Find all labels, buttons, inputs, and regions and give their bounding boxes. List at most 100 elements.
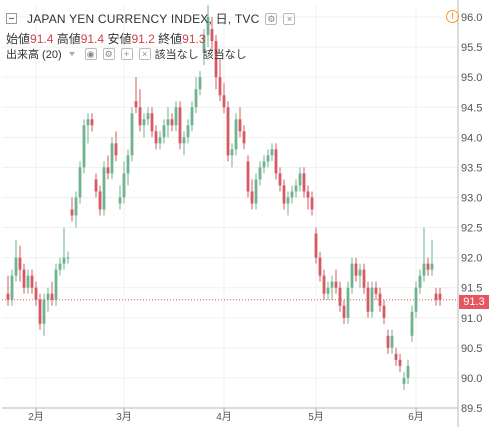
candle-body	[78, 167, 82, 198]
candle	[434, 287, 438, 306]
y-tick-label: 92.0	[461, 253, 482, 265]
candle	[22, 263, 26, 294]
candle	[222, 83, 226, 114]
y-tick-label: 93.0	[461, 192, 482, 204]
candle	[430, 239, 434, 276]
candle	[266, 149, 270, 168]
candle-body	[126, 155, 130, 174]
candle-body	[362, 269, 366, 288]
collapse-icon[interactable]	[6, 13, 17, 24]
high-label: 高値	[56, 32, 81, 46]
low-value: 91.2	[131, 32, 155, 46]
candle-body	[222, 95, 226, 108]
close-icon[interactable]: ×	[283, 12, 296, 25]
gear-icon[interactable]: ⚙	[102, 48, 115, 60]
candle-body	[66, 257, 70, 259]
candle-body	[154, 131, 158, 144]
candle-body	[186, 125, 190, 138]
candle	[410, 305, 414, 342]
candle	[38, 293, 42, 330]
candle-body	[26, 275, 30, 288]
chevron-down-icon[interactable]	[68, 52, 75, 56]
candle	[26, 269, 30, 294]
candle-body	[318, 257, 322, 276]
ohlc-values: 始値91.4 高値91.4 安値91.2 終値91.3	[6, 30, 206, 47]
candle-body	[210, 29, 214, 42]
candle-body	[282, 185, 286, 204]
candle	[106, 155, 110, 180]
candle	[30, 269, 34, 294]
open-label: 始値	[6, 32, 31, 46]
candle-body	[290, 191, 294, 198]
candle	[322, 269, 326, 300]
eye-icon[interactable]: ◉	[84, 48, 97, 60]
candle-body	[82, 125, 86, 168]
candle	[78, 161, 82, 204]
candle	[342, 299, 346, 324]
candle-body	[278, 173, 282, 186]
candle-body	[206, 17, 210, 36]
candle-body	[274, 149, 278, 174]
candle	[346, 281, 350, 324]
candle	[54, 263, 58, 306]
candle-body	[326, 287, 330, 294]
low-label: 安値	[107, 32, 132, 46]
candle	[338, 281, 342, 312]
candle	[14, 239, 18, 282]
candle	[330, 275, 334, 300]
volume-value-2: 該当なし	[202, 49, 247, 61]
close-label: 終値	[158, 32, 183, 46]
candle	[406, 359, 410, 384]
close-icon[interactable]: ×	[138, 48, 151, 60]
candle	[282, 179, 286, 210]
candle	[226, 101, 230, 162]
candle-body	[86, 119, 90, 126]
candle-body	[22, 269, 26, 288]
candle-body	[338, 287, 342, 306]
candle	[206, 5, 210, 48]
candle	[174, 101, 178, 132]
open-value: 91.4	[30, 32, 54, 46]
candle	[170, 113, 174, 132]
candle-body	[246, 161, 250, 192]
candle	[158, 131, 162, 150]
candle-body	[174, 107, 178, 126]
candle-body	[122, 173, 126, 198]
plus-icon[interactable]: +	[120, 48, 133, 60]
candle	[386, 329, 390, 354]
candle	[382, 299, 386, 324]
candle-body	[354, 263, 358, 276]
candle-body	[142, 119, 146, 126]
candle-body	[170, 119, 174, 126]
candle-body	[346, 287, 350, 318]
candle	[86, 113, 90, 144]
candle	[418, 269, 422, 294]
y-tick-label: 91.5	[461, 283, 482, 295]
candle-body	[58, 263, 62, 270]
candle	[186, 119, 190, 144]
volume-label: 出来高 (20)	[6, 49, 62, 61]
candle-body	[50, 293, 54, 300]
candle	[178, 101, 182, 150]
candle-body	[350, 263, 354, 288]
close-value: 91.3	[182, 32, 206, 46]
candle-body	[258, 167, 262, 180]
settings-icon[interactable]: ⚙	[265, 12, 278, 25]
candle-body	[322, 275, 326, 294]
candle-body	[74, 197, 78, 216]
candle-body	[194, 89, 198, 108]
candle	[230, 143, 234, 168]
candle	[326, 281, 330, 300]
candle	[218, 59, 222, 102]
candle-body	[106, 167, 110, 174]
candle	[374, 281, 378, 300]
candle	[166, 107, 170, 138]
candle	[298, 167, 302, 192]
warning-icon[interactable]: !	[446, 10, 459, 23]
candle-body	[410, 311, 414, 336]
candle	[10, 269, 14, 306]
candle	[114, 131, 118, 162]
candle-body	[70, 209, 74, 216]
